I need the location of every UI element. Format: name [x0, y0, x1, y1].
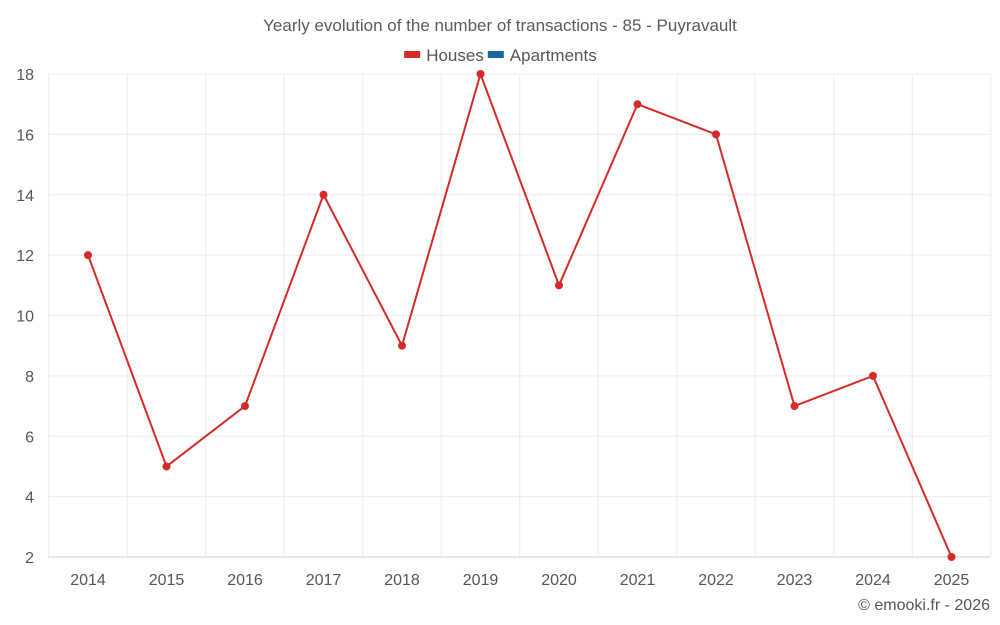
- data-point-houses-2017[interactable]: [319, 190, 328, 199]
- data-point-houses-2023[interactable]: [790, 402, 799, 411]
- y-tick-label: 16: [16, 127, 34, 144]
- series-layer: [84, 70, 956, 561]
- grid: [48, 73, 992, 558]
- legend-swatch: [404, 51, 421, 58]
- data-point-houses-2014[interactable]: [84, 251, 92, 260]
- x-tick-label: 2025: [934, 572, 970, 589]
- x-tick-label: 2015: [149, 572, 185, 589]
- y-tick-label: 2: [25, 550, 34, 567]
- x-tick-label: 2021: [620, 572, 656, 589]
- y-axis-ticks: 2 4 6 8 10 12 14 16 18: [16, 67, 34, 567]
- series-line-houses: [87, 73, 953, 558]
- x-tick-label: 2020: [541, 572, 577, 589]
- legend-label: Apartments: [510, 46, 597, 65]
- x-tick-label: 2022: [698, 572, 734, 589]
- x-tick-label: 2023: [777, 572, 813, 589]
- y-tick-label: 14: [16, 188, 34, 205]
- y-tick-label: 6: [25, 429, 34, 446]
- data-point-houses-2020[interactable]: [555, 281, 563, 290]
- data-point-houses-2019[interactable]: [476, 70, 485, 78]
- chart-title: Yearly evolution of the number of transa…: [263, 16, 737, 35]
- data-point-houses-2022[interactable]: [712, 130, 720, 139]
- legend-item-houses[interactable]: Houses: [404, 46, 484, 65]
- legend: Houses Apartments: [404, 46, 597, 65]
- y-tick-label: 8: [25, 369, 34, 386]
- data-point-houses-2015[interactable]: [162, 462, 171, 471]
- x-axis-ticks: 2014 2015 2016 2017 2018 2019 2020 2021 2022 2023…: [70, 572, 969, 589]
- x-tick-label: 2016: [227, 572, 263, 589]
- y-tick-label: 10: [16, 309, 34, 326]
- credit-text: © emooki.fr - 2026: [858, 597, 990, 614]
- x-tick-label: 2019: [463, 572, 499, 589]
- legend-swatch: [487, 51, 504, 58]
- x-tick-label: 2024: [855, 572, 891, 589]
- legend-label: Houses: [426, 46, 484, 65]
- data-point-houses-2021[interactable]: [633, 100, 642, 109]
- data-point-houses-2018[interactable]: [398, 341, 406, 350]
- legend-item-apartments[interactable]: Apartments: [487, 46, 597, 65]
- data-point-houses-2016[interactable]: [241, 402, 249, 411]
- data-point-houses-2024[interactable]: [869, 371, 877, 380]
- x-tick-label: 2017: [306, 572, 342, 589]
- y-tick-label: 12: [16, 248, 34, 265]
- y-tick-label: 18: [16, 67, 34, 84]
- y-tick-label: 4: [25, 490, 34, 507]
- x-tick-label: 2014: [70, 572, 106, 589]
- data-point-houses-2025[interactable]: [947, 553, 956, 561]
- x-tick-label: 2018: [384, 572, 420, 589]
